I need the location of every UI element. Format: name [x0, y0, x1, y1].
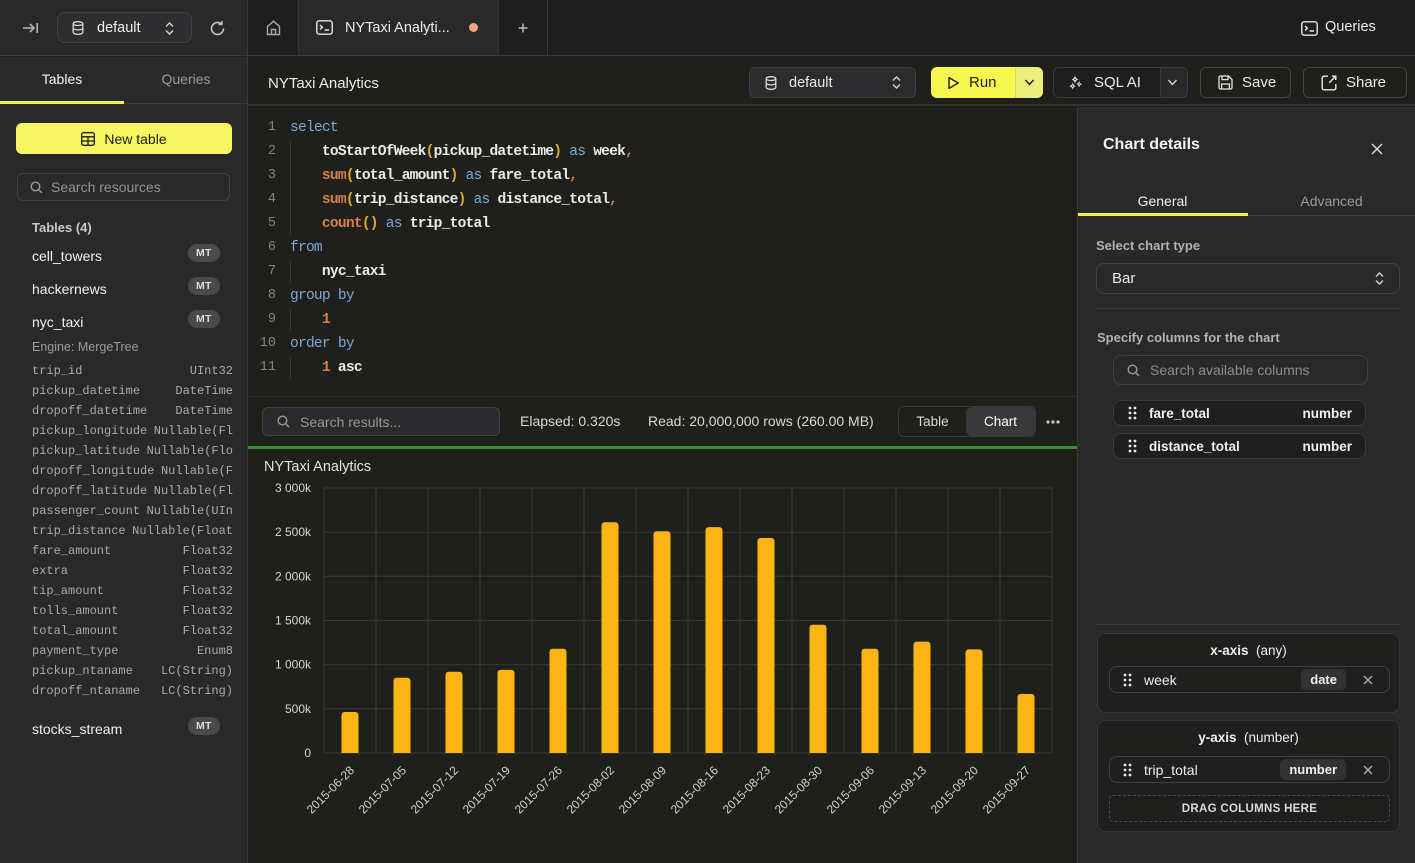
svg-text:2015-08-23: 2015-08-23 — [720, 763, 774, 817]
svg-text:2015-09-27: 2015-09-27 — [980, 763, 1034, 817]
svg-text:1 500k: 1 500k — [275, 614, 312, 628]
svg-text:2015-07-26: 2015-07-26 — [512, 763, 566, 817]
svg-text:2015-06-28: 2015-06-28 — [304, 763, 358, 817]
svg-text:2015-09-06: 2015-09-06 — [824, 763, 878, 817]
svg-text:2015-09-13: 2015-09-13 — [876, 763, 930, 817]
svg-text:3 000k: 3 000k — [275, 481, 312, 495]
svg-text:2 500k: 2 500k — [275, 525, 312, 539]
svg-text:0: 0 — [304, 746, 311, 760]
svg-text:2 000k: 2 000k — [275, 569, 312, 583]
svg-text:1 000k: 1 000k — [275, 658, 312, 672]
svg-text:2015-07-12: 2015-07-12 — [408, 763, 462, 817]
svg-text:2015-08-02: 2015-08-02 — [564, 763, 618, 817]
svg-text:2015-07-19: 2015-07-19 — [460, 763, 514, 817]
svg-text:2015-08-16: 2015-08-16 — [668, 763, 722, 817]
svg-text:2015-09-20: 2015-09-20 — [928, 763, 982, 817]
svg-text:2015-08-30: 2015-08-30 — [772, 763, 826, 817]
svg-text:500k: 500k — [285, 702, 312, 716]
svg-text:2015-07-05: 2015-07-05 — [356, 763, 410, 817]
svg-text:2015-08-09: 2015-08-09 — [616, 763, 670, 817]
